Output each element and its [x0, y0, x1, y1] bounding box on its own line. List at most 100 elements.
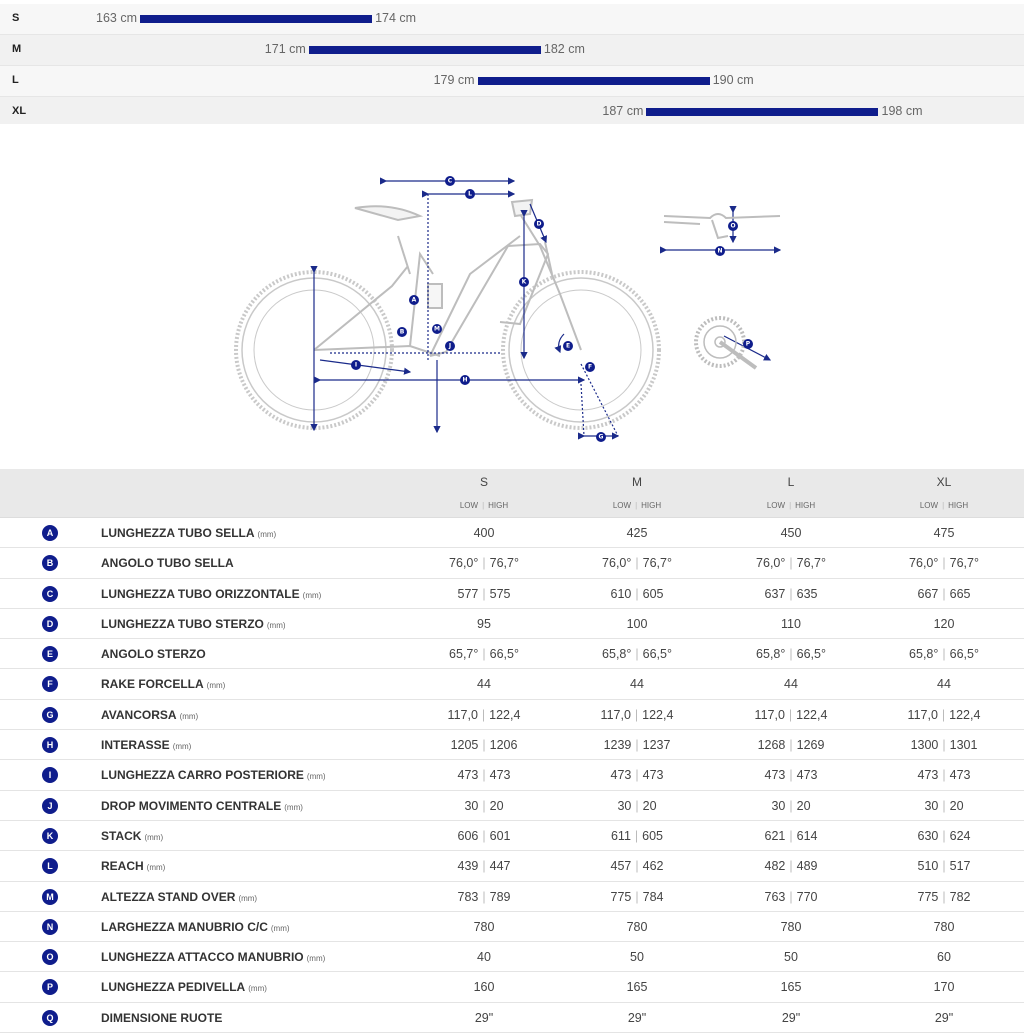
geometry-diagram: A B C D E F G H I J K L M N O P — [0, 124, 1024, 468]
table-row: O LUNGHEZZA ATTACCO MANUBRIO (mm) 40 50 50 60 — [0, 942, 1024, 973]
row-name: STACK (mm) — [101, 828, 164, 843]
row-letter-badge: D — [42, 615, 58, 632]
row-letter-badge: N — [42, 918, 58, 935]
table-subheader: LOW | HIGH LOW | HIGH LOW | HIGH LOW | HIGH — [0, 495, 1024, 518]
table-row: B ANGOLO TUBO SELLA 76,0° | 76,7° 76,0° | 76,7°… — [0, 548, 1024, 579]
table-cell: 117,0 | 122,4 — [600, 707, 674, 722]
diagram-badge-letter: A — [412, 297, 417, 304]
row-unit: (mm) — [302, 590, 322, 600]
size-min-height: 187 cm — [602, 104, 644, 118]
size-range-bar — [477, 77, 710, 85]
table-cell: 450 — [780, 526, 802, 540]
table-row: E ANGOLO STERZO 65,7° | 66,5° 65,8° | 66,5° 65,8… — [0, 639, 1024, 670]
row-name: LUNGHEZZA TUBO STERZO (mm) — [101, 616, 286, 631]
size-max-height: 198 cm — [881, 104, 923, 118]
diagram-badge-letter: B — [400, 329, 405, 336]
table-row: F RAKE FORCELLA (mm) 44 44 44 44 — [0, 669, 1024, 700]
table-cell: 50 — [784, 950, 798, 965]
row-name: ANGOLO STERZO — [101, 647, 206, 662]
table-cell: 1300 | 1301 — [910, 738, 978, 753]
table-row: J DROP MOVIMENTO CENTRALE (mm) 30 | 20 30 | 20 30… — [0, 790, 1024, 821]
table-cell: 40 — [477, 950, 491, 965]
table-cell: 780 — [780, 919, 802, 934]
table-cell: 160 — [473, 980, 495, 995]
table-cell: 110 — [781, 616, 801, 631]
diagram-badge-f — [585, 362, 595, 372]
row-unit: (mm) — [238, 893, 258, 903]
table-row: Q DIMENSIONE RUOTE 29" 29" 29" 29" — [0, 1002, 1024, 1033]
size-label: S — [12, 12, 20, 24]
row-letter-badge: G — [42, 706, 58, 723]
table-cell: 1239 | 1237 — [603, 738, 671, 753]
table-cell: 50 — [630, 950, 644, 965]
row-letter-badge: I — [42, 767, 58, 784]
table-cell: 165 — [780, 980, 802, 995]
table-row: C LUNGHEZZA TUBO ORIZZONTALE (mm) 577 | 575 61… — [0, 578, 1024, 609]
column-header-l: L — [787, 475, 795, 489]
row-letter-badge: H — [42, 737, 58, 754]
column-header-xl: XL — [936, 475, 952, 489]
table-cell: 29" — [781, 1010, 801, 1025]
size-guide: S 163 cm 174 cm M 171 cm 182 cm L 179 cm 190 cm X… — [0, 4, 1024, 128]
table-cell: 763 | 770 — [764, 889, 818, 904]
table-cell: 473 | 473 — [457, 768, 511, 783]
table-cell: 65,8° | 66,5° — [602, 647, 672, 662]
row-name: RAKE FORCELLA (mm) — [101, 677, 226, 692]
table-cell: 780 — [626, 919, 648, 934]
table-cell: 30 | 20 — [617, 798, 657, 813]
column-header-m: M — [632, 475, 642, 489]
row-letter-badge: B — [42, 555, 58, 572]
row-name: LARGHEZZA MANUBRIO C/C (mm) — [101, 919, 290, 934]
table-cell: 482 | 489 — [764, 859, 818, 874]
row-name: INTERASSE (mm) — [101, 738, 192, 753]
row-unit: (mm) — [172, 742, 192, 752]
size-row-m: M 171 cm 182 cm — [0, 35, 1024, 66]
row-unit: (mm) — [179, 711, 199, 721]
table-cell: 475 — [933, 526, 955, 540]
size-min-height: 163 cm — [96, 11, 137, 25]
table-cell: 1268 | 1269 — [757, 738, 825, 753]
size-min-height: 171 cm — [264, 42, 306, 56]
diagram-badge-g — [596, 432, 606, 442]
diagram-badge-letter: H — [462, 377, 467, 384]
table-cell: 775 | 782 — [917, 889, 971, 904]
diagram-badge-letter: E — [566, 343, 570, 350]
diagram-badge-i — [351, 360, 361, 370]
bike-drawing: A B C D E F G H I J K L M N O P — [234, 176, 782, 442]
table-cell: 630 | 624 — [917, 828, 971, 843]
table-cell: 30 | 20 — [464, 798, 504, 813]
table-cell: 473 | 473 — [764, 768, 818, 783]
column-subheader: LOW | HIGH — [766, 501, 816, 510]
table-cell: 775 | 784 — [610, 889, 664, 904]
column-header-s: S — [479, 475, 488, 489]
diagram-badge-d — [534, 219, 544, 229]
row-letter-badge: Q — [42, 1009, 58, 1026]
table-cell: 76,0° | 76,7° — [756, 556, 826, 571]
table-cell: 577 | 575 — [457, 586, 511, 601]
table-cell: 29" — [474, 1010, 494, 1025]
table-row: D LUNGHEZZA TUBO STERZO (mm) 95 100 110 120 — [0, 608, 1024, 640]
row-name: DIMENSIONE RUOTE — [101, 1010, 223, 1025]
row-letter-badge: C — [42, 585, 58, 602]
row-name: LUNGHEZZA PEDIVELLA (mm) — [101, 980, 267, 995]
row-letter-badge: O — [42, 949, 58, 966]
table-cell: 44 — [784, 677, 798, 692]
table-cell: 95 — [477, 616, 491, 631]
row-unit: (mm) — [266, 620, 286, 630]
table-cell: 100 — [626, 616, 648, 631]
diagram-badge-letter: G — [599, 434, 604, 441]
table-cell: 473 | 473 — [610, 768, 664, 783]
table-row: N LARGHEZZA MANUBRIO C/C (mm) 780 780 780 780 — [0, 911, 1024, 943]
size-range-bar — [140, 15, 373, 23]
row-letter-badge: L — [42, 858, 58, 875]
diagram-badge-l — [465, 189, 475, 199]
diagram-badge-letter: M — [434, 326, 440, 333]
table-row: H INTERASSE (mm) 1205 | 1206 1239 | 1237 1268 | 126… — [0, 730, 1024, 761]
row-name: LUNGHEZZA TUBO ORIZZONTALE (mm) — [101, 586, 322, 601]
diagram-badge-letter: N — [717, 248, 722, 255]
table-cell: 510 | 517 — [917, 859, 971, 874]
table-cell: 60 — [937, 950, 951, 965]
row-name: ALTEZZA STAND OVER (mm) — [101, 889, 258, 904]
diagram-badge-letter: F — [588, 364, 592, 371]
diagram-badge-p — [743, 339, 753, 349]
